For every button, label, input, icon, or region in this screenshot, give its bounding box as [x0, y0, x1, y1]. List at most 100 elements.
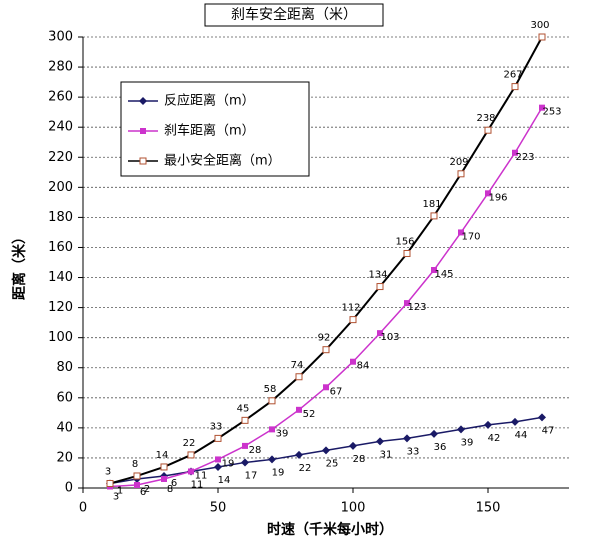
- data-label: 92: [318, 333, 331, 344]
- title-box: [204, 3, 384, 27]
- data-label: 31: [380, 449, 393, 460]
- data-label: 19: [272, 467, 285, 478]
- point: [350, 358, 356, 365]
- x-tick-label: 100: [341, 501, 366, 516]
- point: [241, 458, 249, 467]
- y-tick-label: 200: [48, 180, 73, 195]
- point: [539, 104, 545, 111]
- point: [161, 475, 167, 482]
- data-label: 28: [249, 445, 262, 456]
- legend-marker: [139, 97, 147, 105]
- data-label: 209: [449, 157, 468, 168]
- y-tick-label: 240: [48, 120, 73, 135]
- x-tick-label: 0: [79, 501, 87, 516]
- point: [188, 468, 194, 475]
- data-label: 123: [407, 302, 426, 313]
- y-tick-label: 300: [48, 30, 73, 45]
- point: [215, 456, 221, 463]
- y-tick-label: 260: [48, 90, 73, 105]
- data-label: 6: [140, 487, 146, 498]
- point: [160, 463, 168, 471]
- point: [457, 425, 465, 434]
- data-label: 67: [330, 386, 343, 397]
- data-label: 84: [357, 361, 370, 372]
- data-label: 33: [407, 446, 420, 457]
- data-label: 74: [291, 360, 304, 371]
- point: [133, 472, 141, 480]
- data-label: 33: [210, 421, 223, 432]
- point: [430, 212, 438, 220]
- data-label: 103: [380, 332, 399, 343]
- point: [376, 437, 384, 446]
- point: [106, 479, 114, 487]
- data-label: 3: [113, 491, 119, 502]
- point: [241, 416, 249, 424]
- point: [295, 450, 303, 459]
- point: [484, 126, 492, 134]
- legend-label: 反应距离（m）: [164, 93, 255, 109]
- x-axis-label: 时速（千米每小时）: [267, 521, 393, 538]
- legend-marker: [140, 128, 146, 134]
- point: [538, 413, 546, 422]
- data-label: 253: [542, 107, 561, 118]
- legend-label: 最小安全距离（m）: [164, 153, 281, 169]
- data-label: 45: [237, 403, 250, 414]
- point: [296, 406, 302, 413]
- data-label: 134: [368, 270, 387, 281]
- y-axis-label: 距离（米）: [11, 230, 28, 300]
- data-label: 28: [353, 454, 366, 465]
- point: [485, 190, 491, 197]
- point: [431, 267, 437, 274]
- data-label: 39: [461, 437, 474, 448]
- data-label: 1: [117, 485, 123, 496]
- data-label: 267: [503, 70, 522, 81]
- data-label: 42: [488, 433, 501, 444]
- point: [430, 429, 438, 438]
- data-label: 2: [144, 484, 150, 495]
- y-tick-label: 0: [65, 481, 73, 496]
- y-tick-label: 60: [56, 390, 73, 405]
- y-tick-label: 140: [48, 270, 73, 285]
- data-label: 238: [476, 113, 495, 124]
- data-label: 17: [245, 470, 258, 481]
- point: [376, 283, 384, 291]
- point: [242, 442, 248, 449]
- data-label: 223: [515, 152, 534, 163]
- data-label: 14: [156, 450, 169, 461]
- point: [512, 149, 518, 156]
- point: [214, 434, 222, 442]
- data-label: 6: [171, 478, 177, 489]
- data-label: 22: [183, 438, 196, 449]
- point: [538, 33, 546, 41]
- data-label: 181: [422, 199, 441, 210]
- data-label: 145: [434, 269, 453, 280]
- data-label: 47: [542, 425, 555, 436]
- y-tick-label: 180: [48, 210, 73, 225]
- point: [323, 384, 329, 391]
- point: [377, 330, 383, 337]
- legend-marker: [139, 157, 147, 165]
- data-label: 170: [461, 231, 480, 242]
- data-label: 25: [326, 458, 339, 469]
- data-label: 3: [105, 466, 111, 477]
- data-label: 112: [341, 303, 360, 314]
- y-tick-label: 280: [48, 60, 73, 75]
- data-label: 14: [218, 475, 231, 486]
- point: [511, 417, 519, 426]
- point: [134, 481, 140, 488]
- data-label: 300: [530, 20, 549, 31]
- point: [484, 420, 492, 429]
- y-tick-label: 120: [48, 300, 73, 315]
- point: [187, 451, 195, 459]
- point: [511, 83, 519, 91]
- data-label: 11: [191, 479, 204, 490]
- data-label: 8: [132, 459, 138, 470]
- x-tick-label: 150: [476, 501, 501, 516]
- x-tick-label: 50: [210, 501, 227, 516]
- y-tick-label: 80: [56, 360, 73, 375]
- point: [268, 397, 276, 405]
- y-tick-label: 160: [48, 240, 73, 255]
- point: [322, 346, 330, 354]
- point: [403, 434, 411, 443]
